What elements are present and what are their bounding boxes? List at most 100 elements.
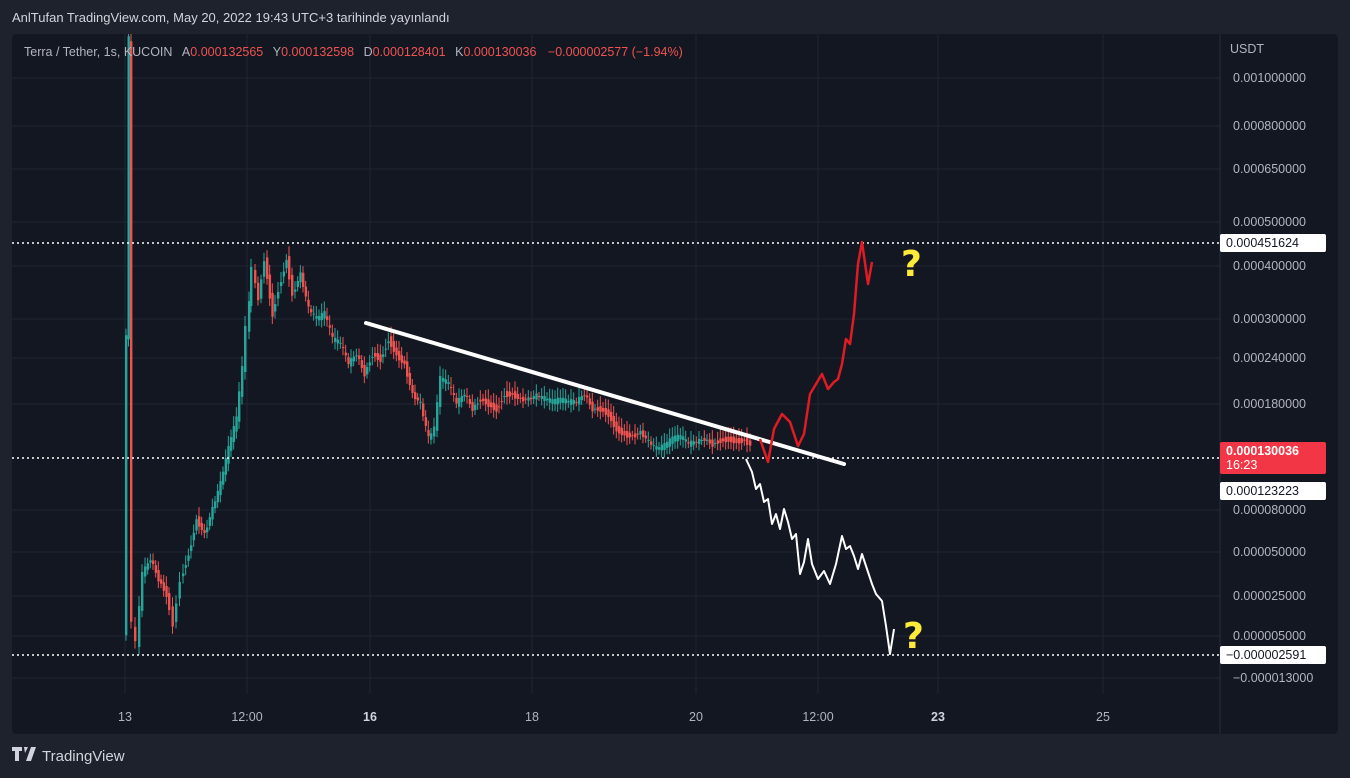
candle-body <box>452 393 456 395</box>
candle-body <box>318 316 321 321</box>
candle-body <box>570 399 573 405</box>
candle-body <box>280 281 283 287</box>
candle-body <box>403 360 406 365</box>
candle-body <box>708 439 712 444</box>
candle-body <box>232 426 236 442</box>
symbol-name[interactable]: Terra / Tether, 1s, KUCOIN <box>24 45 173 59</box>
candle-body <box>146 563 150 570</box>
candle-body <box>743 439 746 441</box>
candle-body <box>450 386 453 388</box>
candle-body <box>344 352 348 356</box>
candle-body <box>610 411 613 422</box>
publish-caption: AnlTufan TradingView.com, May 20, 2022 1… <box>12 10 450 25</box>
current-price: 0.000130036 <box>1226 444 1299 458</box>
candle-body <box>374 353 377 357</box>
candle-body <box>257 282 260 301</box>
candle-body <box>639 430 642 435</box>
bearish-projection-path <box>745 458 895 655</box>
candle-body <box>414 392 417 400</box>
candle-body <box>379 354 382 362</box>
tradingview-footer[interactable]: TradingView <box>12 746 125 766</box>
candle-body <box>628 432 632 438</box>
candle-body <box>227 446 230 464</box>
candle-body <box>206 527 209 533</box>
candle-body <box>690 440 693 447</box>
candle-body <box>631 435 634 437</box>
candle-body <box>730 436 733 443</box>
candle-body <box>127 36 130 340</box>
candle-body <box>735 438 738 443</box>
candle-body <box>716 440 720 444</box>
question-mark-down: ? <box>903 616 924 657</box>
currency-label: USDT <box>1230 42 1265 56</box>
candle-body <box>427 430 430 437</box>
candle-body <box>580 395 584 401</box>
candle-body <box>307 299 310 307</box>
symbol-legend[interactable]: Terra / Tether, 1s, KUCOIN A0.000132565 … <box>24 45 683 59</box>
candle-body <box>360 360 364 368</box>
candle-body <box>241 366 244 397</box>
candle-body <box>498 406 501 408</box>
candle-body <box>698 438 701 445</box>
candle-body <box>602 407 605 412</box>
candle-body <box>468 399 472 404</box>
y-tick-label: 0.000025000 <box>1233 589 1306 603</box>
candle-body <box>722 438 725 442</box>
candle-body <box>312 313 316 315</box>
high-label: Y <box>272 45 282 59</box>
candle-body <box>727 436 730 442</box>
candle-body <box>302 272 305 287</box>
close-value: 0.000130036 <box>463 45 537 59</box>
candle-body <box>695 441 698 443</box>
open-value: 0.000132565 <box>190 45 264 59</box>
candle-body <box>671 436 674 444</box>
candle-body <box>546 398 549 401</box>
y-tick-label: 0.000080000 <box>1233 503 1306 517</box>
y-tick-label: 0.000050000 <box>1233 545 1306 559</box>
candle-body <box>168 593 171 610</box>
candle-body <box>460 396 464 402</box>
candle-body <box>331 332 334 337</box>
candle-body <box>692 441 696 445</box>
candle-body <box>422 403 425 417</box>
bullish-projection-path <box>758 240 874 464</box>
candle-body <box>447 382 450 385</box>
candle-body <box>738 438 741 444</box>
candle-body <box>162 582 166 591</box>
candle-body <box>178 581 181 599</box>
chart-svg[interactable] <box>12 34 1338 734</box>
candle-body <box>282 271 286 277</box>
candle-body <box>433 426 436 437</box>
high-value: 0.000132598 <box>281 45 355 59</box>
candle-body <box>618 426 621 434</box>
candle-body <box>315 316 318 319</box>
candle-body <box>400 355 404 363</box>
candle-body <box>358 355 361 360</box>
candle-body <box>591 401 594 412</box>
candle-body <box>524 398 528 400</box>
candle-body <box>436 402 439 431</box>
candle-body <box>687 442 690 444</box>
candle-body <box>224 458 228 475</box>
candle-body <box>320 312 324 321</box>
chart-pane[interactable]: Terra / Tether, 1s, KUCOIN A0.000132565 … <box>12 34 1338 734</box>
candle-body <box>411 385 414 393</box>
candle-body <box>250 266 253 307</box>
candle-body <box>304 286 308 297</box>
candle-body <box>328 325 332 328</box>
candles <box>125 34 752 655</box>
candle-body <box>291 274 294 296</box>
candle-body <box>238 391 241 422</box>
candle-body <box>551 399 554 404</box>
middle-level-tag: 0.000123223 <box>1220 482 1326 500</box>
candle-body <box>363 364 366 377</box>
candle-body <box>342 346 345 348</box>
candle-body <box>647 439 650 441</box>
candle-body <box>732 436 736 444</box>
candle-body <box>266 257 269 279</box>
grid-lines <box>12 34 1221 734</box>
candle-body <box>339 342 342 344</box>
candle-body <box>392 341 396 352</box>
candle-body <box>682 436 685 440</box>
candle-body <box>366 367 369 375</box>
